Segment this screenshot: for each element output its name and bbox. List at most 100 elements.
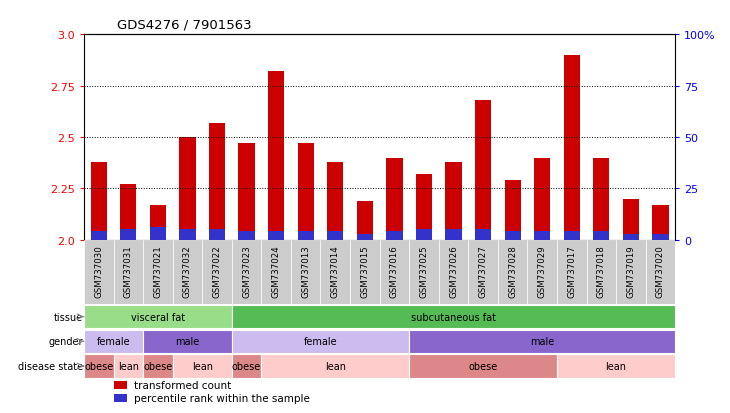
Bar: [84, 330, 143, 353]
Bar: [623, 199, 639, 240]
Bar: [209, 230, 225, 240]
Bar: [91, 232, 107, 240]
Text: gender: gender: [49, 337, 83, 347]
Bar: [143, 354, 172, 377]
Text: GSM737024: GSM737024: [272, 244, 280, 297]
Bar: [409, 330, 675, 353]
Bar: [291, 240, 320, 304]
Text: obese: obese: [232, 361, 261, 371]
Bar: [327, 232, 343, 240]
Bar: [268, 232, 284, 240]
Text: GSM737027: GSM737027: [479, 244, 488, 297]
Bar: [564, 56, 580, 240]
Bar: [261, 240, 291, 304]
Bar: [231, 305, 675, 328]
Bar: [623, 234, 639, 240]
Bar: [114, 240, 143, 304]
Text: transformed count: transformed count: [134, 380, 231, 390]
Text: lean: lean: [325, 361, 346, 371]
Bar: [239, 232, 255, 240]
Bar: [114, 394, 126, 402]
Text: GSM737029: GSM737029: [538, 244, 547, 297]
Bar: [209, 123, 225, 240]
Bar: [350, 240, 380, 304]
Bar: [231, 330, 409, 353]
Text: GSM737025: GSM737025: [420, 244, 429, 297]
Bar: [645, 240, 675, 304]
Bar: [357, 201, 373, 240]
Text: GDS4276 / 7901563: GDS4276 / 7901563: [117, 19, 251, 31]
Bar: [180, 138, 196, 240]
Text: GSM737017: GSM737017: [567, 244, 576, 297]
Text: obese: obese: [84, 361, 113, 371]
Text: GSM737013: GSM737013: [301, 244, 310, 297]
Bar: [380, 240, 409, 304]
Bar: [475, 230, 491, 240]
Bar: [268, 72, 284, 240]
Bar: [653, 205, 669, 240]
Text: female: female: [96, 337, 131, 347]
Bar: [143, 330, 231, 353]
Bar: [527, 240, 557, 304]
Bar: [593, 232, 610, 240]
Text: GSM737026: GSM737026: [449, 244, 458, 297]
Bar: [84, 354, 114, 377]
Bar: [593, 158, 610, 240]
Bar: [587, 240, 616, 304]
Bar: [475, 101, 491, 240]
Bar: [416, 230, 432, 240]
Bar: [150, 205, 166, 240]
Bar: [469, 240, 498, 304]
Bar: [91, 162, 107, 240]
Bar: [143, 240, 172, 304]
Bar: [504, 232, 520, 240]
Text: GSM737023: GSM737023: [242, 244, 251, 297]
Bar: [445, 162, 461, 240]
Bar: [616, 240, 645, 304]
Bar: [202, 240, 231, 304]
Bar: [534, 158, 550, 240]
Bar: [231, 354, 261, 377]
Text: GSM737018: GSM737018: [597, 244, 606, 297]
Bar: [409, 354, 557, 377]
Bar: [261, 354, 409, 377]
Text: GSM737016: GSM737016: [390, 244, 399, 297]
Bar: [180, 230, 196, 240]
Bar: [320, 240, 350, 304]
Text: GSM737014: GSM737014: [331, 244, 339, 297]
Text: GSM737021: GSM737021: [153, 244, 162, 297]
Bar: [172, 240, 202, 304]
Bar: [416, 175, 432, 240]
Bar: [114, 381, 126, 389]
Text: subcutaneous fat: subcutaneous fat: [411, 312, 496, 322]
Text: GSM737030: GSM737030: [94, 244, 103, 297]
Text: obese: obese: [143, 361, 172, 371]
Bar: [150, 228, 166, 240]
Bar: [84, 305, 231, 328]
Bar: [231, 240, 261, 304]
Bar: [534, 232, 550, 240]
Text: tissue: tissue: [54, 312, 83, 322]
Bar: [504, 180, 520, 240]
Bar: [386, 232, 402, 240]
Text: female: female: [304, 337, 337, 347]
Text: lean: lean: [118, 361, 139, 371]
Bar: [298, 144, 314, 240]
Bar: [120, 230, 137, 240]
Text: GSM737032: GSM737032: [183, 244, 192, 297]
Text: male: male: [175, 337, 199, 347]
Bar: [439, 240, 469, 304]
Bar: [327, 162, 343, 240]
Bar: [653, 234, 669, 240]
Text: GSM737031: GSM737031: [124, 244, 133, 297]
Bar: [357, 234, 373, 240]
Bar: [409, 240, 439, 304]
Text: GSM737028: GSM737028: [508, 244, 517, 297]
Bar: [564, 232, 580, 240]
Text: lean: lean: [192, 361, 212, 371]
Text: GSM737022: GSM737022: [212, 244, 221, 297]
Text: lean: lean: [606, 361, 626, 371]
Text: male: male: [530, 337, 554, 347]
Text: obese: obese: [469, 361, 498, 371]
Bar: [386, 158, 402, 240]
